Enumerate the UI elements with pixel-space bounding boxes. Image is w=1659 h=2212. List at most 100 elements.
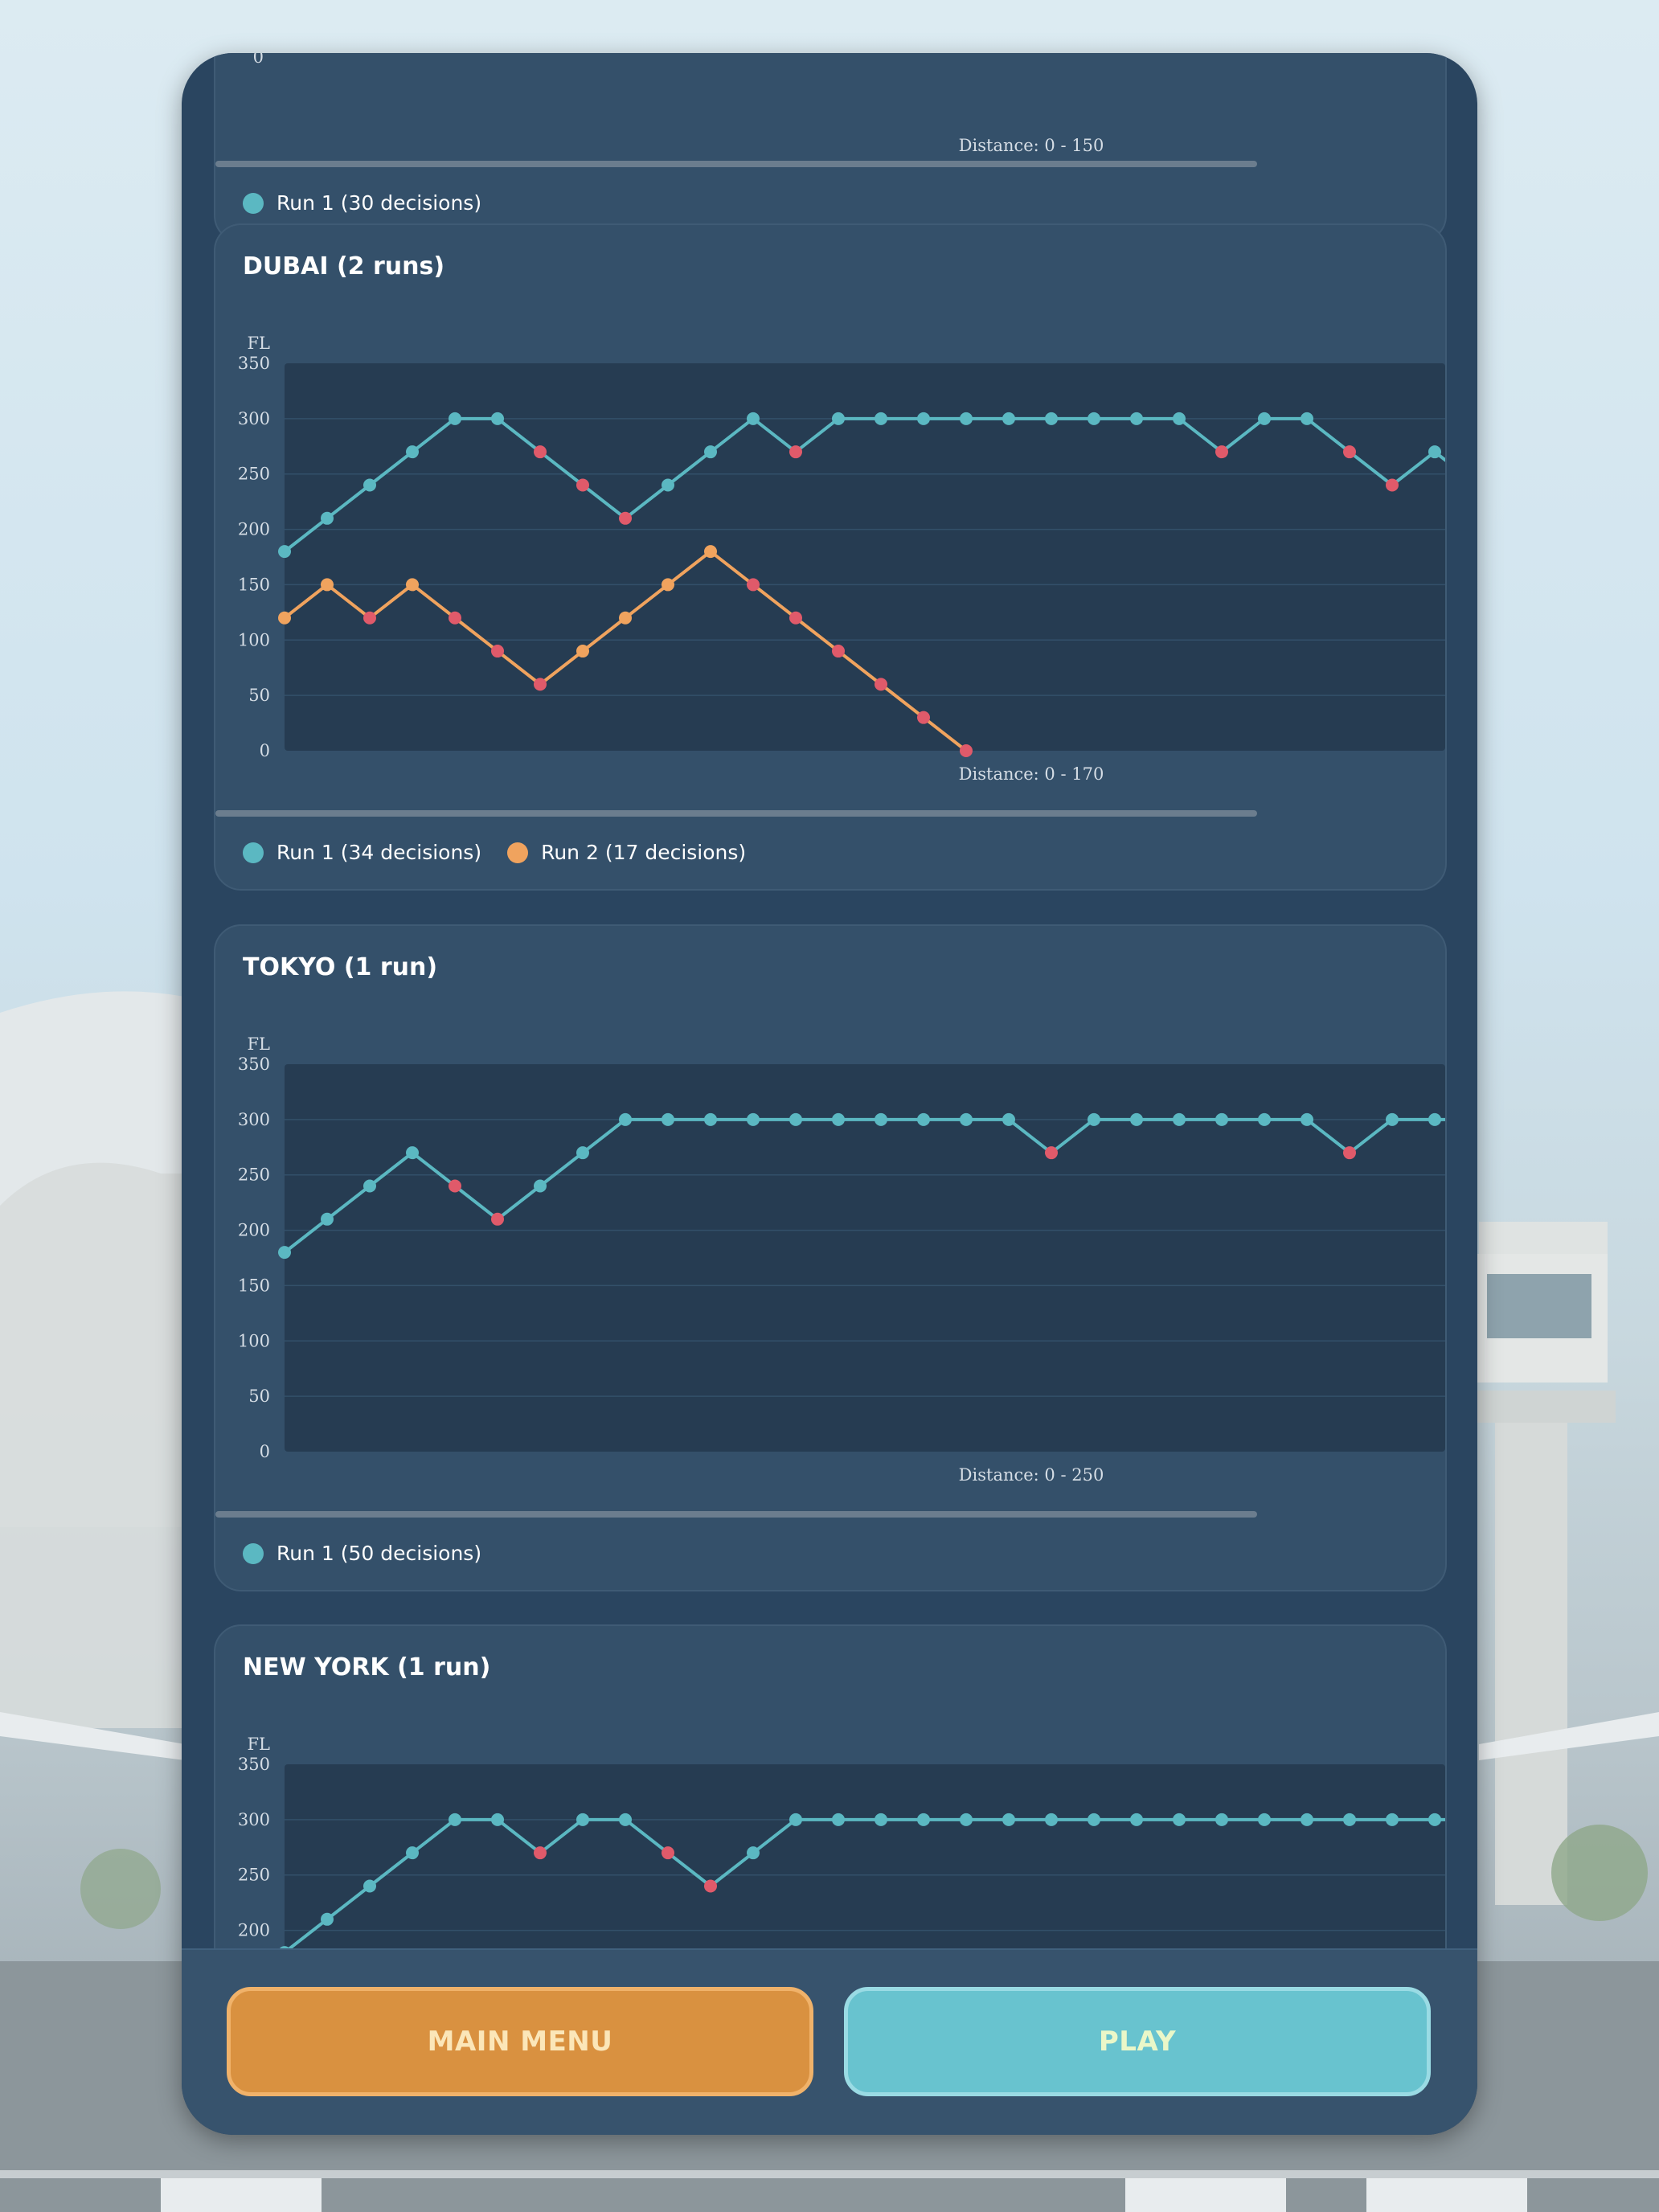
series-1-point (747, 412, 760, 425)
series-2-point (449, 611, 461, 625)
y-tick-label: 150 (238, 575, 270, 594)
series-1-point (576, 478, 589, 492)
x-axis-label: Distance: 0 - 250 (959, 1465, 1104, 1485)
x-axis-label: Distance: 0 - 170 (959, 764, 1104, 784)
series-1-point (363, 1179, 376, 1193)
series-1-point (704, 1112, 717, 1126)
top-card-scrollbar[interactable] (215, 161, 1257, 167)
y-tick-label: 100 (238, 630, 270, 649)
series-1-segment (1305, 1117, 1351, 1155)
series-1-point (1002, 1112, 1015, 1126)
series-1-point (321, 1212, 334, 1226)
tokyo-card: TOKYO (1 run) 0 50 100 150 200 250 300 350 FL Dis… (214, 924, 1447, 1591)
series-1-point (363, 1879, 376, 1893)
main-menu-button[interactable]: MAIN MENU (227, 1987, 813, 2096)
series-2-point (917, 711, 930, 724)
series-1-segment (1433, 450, 1445, 462)
series-1-point (704, 1879, 717, 1893)
series-1-point (789, 1112, 802, 1126)
y-tick-label: 350 (238, 1055, 270, 1074)
series-1-segment (666, 450, 712, 487)
series-1-point (619, 1813, 632, 1826)
series-1-point (363, 478, 376, 492)
legend-dot (243, 1542, 264, 1564)
legend-item-run-1: Run 1 (50 decisions) (243, 1542, 481, 1565)
series-2-point (491, 645, 504, 658)
play-button[interactable]: PLAY (844, 1987, 1431, 2096)
series-1-point (1088, 412, 1100, 425)
series-1-segment (496, 1184, 542, 1221)
y-tick-label: 300 (238, 409, 270, 428)
top-chart: 0 Distance: 0 - 150 (253, 53, 1104, 155)
series-2-segment (539, 649, 584, 686)
series-1-segment (1050, 1117, 1096, 1155)
results-panel: 0 Distance: 0 - 150 Run 1 (30 decisions)… (182, 53, 1477, 2135)
series-1-segment (496, 1817, 542, 1855)
y-tick-label: 50 (248, 1387, 270, 1406)
y-tick-label: 200 (238, 520, 270, 539)
y-tick-label: 300 (238, 1110, 270, 1129)
series-1-segment (794, 416, 840, 454)
series-1-point (917, 1813, 930, 1826)
bottom-action-bar: MAIN MENU PLAY (182, 1948, 1477, 2135)
series-1-segment (368, 1851, 414, 1888)
series-1-point (960, 1813, 973, 1826)
series-1-point (1173, 1813, 1186, 1826)
series-1-point (491, 1212, 504, 1226)
series-2-segment (666, 550, 712, 587)
series-2-segment (453, 616, 499, 653)
series-1-point (1386, 1813, 1399, 1826)
series-1-point (1045, 1813, 1058, 1826)
series-1-point (1301, 1112, 1313, 1126)
series-1-segment (411, 416, 457, 454)
series-2-segment (922, 715, 968, 752)
series-1-point (1343, 445, 1356, 459)
series-1-segment (581, 483, 627, 520)
series-2-segment (581, 616, 627, 653)
series-1-segment (283, 516, 329, 554)
series-1-point (576, 1813, 589, 1826)
series-1-point (875, 1112, 887, 1126)
dubai-scrollbar[interactable] (215, 810, 1257, 817)
series-2-point (960, 744, 973, 757)
series-1-point (1130, 1112, 1143, 1126)
series-1-segment (326, 1884, 371, 1921)
series-1-segment (326, 483, 371, 520)
series-1-segment (1348, 1117, 1394, 1155)
y-tick-label: 200 (238, 1221, 270, 1240)
series-1-segment (709, 1851, 755, 1888)
legend-item-run-2: Run 2 (17 decisions) (507, 841, 746, 864)
series-2-point (875, 678, 887, 691)
series-1-segment (1007, 1117, 1053, 1155)
series-1-segment (624, 1817, 670, 1855)
series-1-point (449, 412, 461, 425)
top-tick-0: 0 (253, 53, 264, 67)
series-1-point (1088, 1813, 1100, 1826)
series-2-segment (368, 583, 414, 620)
y-tick-label: 0 (260, 1442, 270, 1461)
series-2-point (662, 578, 674, 592)
tokyo-scrollbar[interactable] (215, 1511, 1257, 1518)
series-1-point (406, 445, 419, 459)
series-2-point (363, 611, 376, 625)
series-1-segment (624, 483, 670, 520)
y-tick-label: 250 (238, 1866, 270, 1885)
series-1-point (1173, 1112, 1186, 1126)
series-1-segment (666, 1851, 712, 1888)
series-1-point (747, 1112, 760, 1126)
series-1-point (662, 1846, 674, 1860)
series-2-segment (837, 649, 883, 686)
top-x-label: Distance: 0 - 150 (959, 136, 1104, 155)
series-1-segment (539, 450, 584, 487)
series-2-segment (879, 682, 925, 719)
series-1-point (1386, 478, 1399, 492)
legend-label: Run 2 (17 decisions) (541, 841, 747, 864)
results-scroll-area[interactable]: 0 Distance: 0 - 150 Run 1 (30 decisions)… (182, 53, 1477, 1950)
series-1-point (1130, 412, 1143, 425)
series-2-segment (496, 649, 542, 686)
series-1-segment (581, 1117, 627, 1155)
series-1-point (321, 511, 334, 525)
series-1-segment (368, 1151, 414, 1188)
